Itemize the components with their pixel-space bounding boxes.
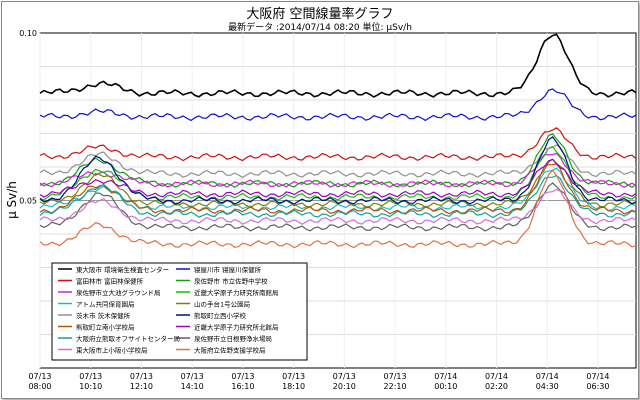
series-line xyxy=(39,144,637,179)
x-tick-time: 02:20 xyxy=(485,382,508,391)
legend-label: 熊取町立南小学校局 xyxy=(76,323,135,332)
y-tick-label: 0.05 xyxy=(19,197,37,206)
x-tick-time: 12:10 xyxy=(130,382,153,391)
x-tick-time: 20:10 xyxy=(333,382,356,391)
x-tick-date: 07/13 xyxy=(130,372,153,381)
series-line xyxy=(39,158,637,209)
x-tick-date: 07/14 xyxy=(586,372,609,381)
series-line xyxy=(39,127,637,162)
legend-label: 大阪府立佐野支援学校局 xyxy=(194,346,266,355)
series-line xyxy=(39,163,637,215)
series-lines xyxy=(39,33,637,249)
y-tick-label: 0.10 xyxy=(19,29,37,38)
x-tick-time: 04:30 xyxy=(536,382,559,391)
x-axis: 07/1308:0007/1310:1007/1312:1007/1314:10… xyxy=(28,372,609,391)
x-tick-time: 16:10 xyxy=(231,382,254,391)
legend-label: 山の手台1号公園局 xyxy=(194,300,250,309)
series-line xyxy=(39,158,637,198)
legend-label: 寝屋川市 寝屋川保健所 xyxy=(194,265,262,274)
series-line xyxy=(39,88,637,122)
x-tick-date: 07/14 xyxy=(536,372,559,381)
x-tick-date: 07/14 xyxy=(434,372,457,381)
chart-subtitle: 最新データ :2014/07/14 08:20 単位: μSv/h xyxy=(228,23,412,33)
x-tick-time: 22:10 xyxy=(384,382,407,391)
x-tick-date: 07/14 xyxy=(485,372,508,381)
legend-label: 泉佐野市立日根野浄水場局 xyxy=(194,334,272,343)
legend-label: 泉佐野市立大池グラウンド局 xyxy=(76,288,161,297)
series-line xyxy=(39,182,637,232)
legend-label: 近畿大学原子力研究所南館局 xyxy=(194,288,279,297)
legend-label: 近畿大学原子力研究所北館局 xyxy=(194,323,279,332)
series-line xyxy=(39,169,637,249)
x-tick-date: 07/13 xyxy=(79,372,102,381)
x-tick-date: 07/13 xyxy=(384,372,407,381)
legend-label: 東大阪市上小阪小学校局 xyxy=(76,346,148,355)
series-line xyxy=(39,136,637,205)
legend-label: 茨木市 茨木保健所 xyxy=(76,311,131,320)
y-axis-label: μ Sv/h xyxy=(5,181,19,219)
x-tick-time: 18:10 xyxy=(282,382,305,391)
legend-label: 富田林市 富田林保健所 xyxy=(76,277,144,286)
x-tick-date: 07/13 xyxy=(181,372,204,381)
x-tick-time: 14:10 xyxy=(181,382,204,391)
legend-label: 熊取町立西小学校 xyxy=(194,311,247,320)
chart-title: 大阪府 空間線量率グラフ xyxy=(246,7,394,22)
series-line xyxy=(39,133,637,188)
y-axis: 0.10 0.05 xyxy=(19,29,37,206)
x-tick-time: 00:10 xyxy=(434,382,457,391)
legend-label: 大阪府立熊取オフサイトセンター局 xyxy=(76,334,180,343)
legend-box xyxy=(51,262,308,361)
x-tick-date: 07/13 xyxy=(333,372,356,381)
x-tick-time: 10:10 xyxy=(79,382,102,391)
x-tick-date: 07/13 xyxy=(282,372,305,381)
x-tick-date: 07/13 xyxy=(231,372,254,381)
x-tick-date: 07/13 xyxy=(28,372,51,381)
series-line xyxy=(39,174,637,219)
series-line xyxy=(39,33,637,98)
legend-label: アトム共同保育園局 xyxy=(76,300,135,309)
legend-label: 東大阪市 環境衛生検査センター xyxy=(76,265,169,274)
x-tick-time: 08:00 xyxy=(28,382,51,391)
legend-label: 泉佐野市 市立佐野中学校 xyxy=(194,277,268,286)
x-tick-time: 06:30 xyxy=(586,382,609,391)
series-line xyxy=(39,188,637,226)
